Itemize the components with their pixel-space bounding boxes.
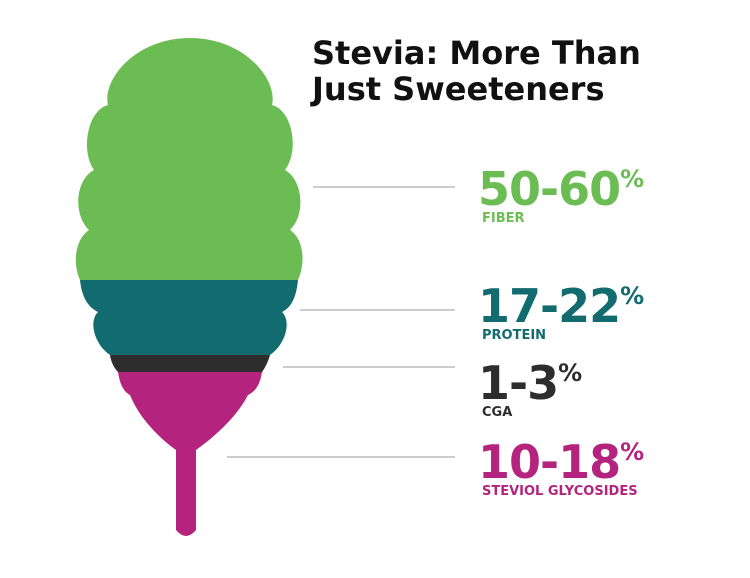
leaf-fiber: [75, 38, 303, 280]
leaf: [75, 38, 303, 536]
title-line: Stevia: More Than: [312, 34, 641, 72]
value-unit: %: [620, 282, 644, 310]
item-label: PROTEIN: [482, 328, 546, 343]
item-label: FIBER: [482, 211, 525, 226]
value-unit: %: [620, 165, 644, 193]
leaf-protein: [80, 280, 298, 355]
value-number: 1-3: [478, 356, 558, 410]
leaf-glycosides: [118, 372, 262, 536]
value-unit: %: [558, 359, 582, 387]
item-value: 10-18%: [478, 435, 644, 489]
value-number: 17-22: [478, 279, 620, 333]
value-number: 50-60: [478, 162, 620, 216]
item-value: 1-3%: [478, 356, 582, 410]
item-label: CGA: [482, 405, 512, 420]
item-value: 50-60%: [478, 162, 644, 216]
value-number: 10-18: [478, 435, 620, 489]
value-unit: %: [620, 438, 644, 466]
item-label: STEVIOL GLYCOSIDES: [482, 484, 638, 499]
title-line: Just Sweeteners: [310, 70, 605, 108]
leaf-cga: [110, 355, 270, 372]
item-value: 17-22%: [478, 279, 644, 333]
